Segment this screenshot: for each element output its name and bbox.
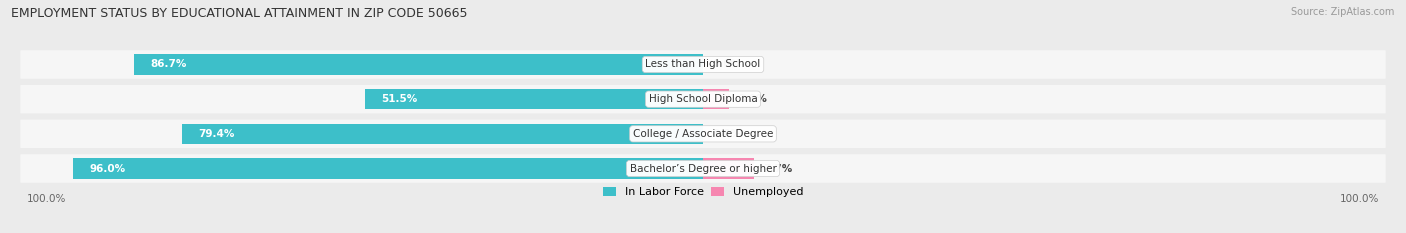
- Text: 0.0%: 0.0%: [713, 129, 742, 139]
- Text: 0.0%: 0.0%: [713, 59, 742, 69]
- FancyBboxPatch shape: [20, 85, 1386, 113]
- Text: 51.5%: 51.5%: [381, 94, 418, 104]
- FancyBboxPatch shape: [20, 50, 1386, 79]
- Text: High School Diploma: High School Diploma: [648, 94, 758, 104]
- Bar: [366, 89, 703, 109]
- Bar: [703, 158, 754, 178]
- Text: 79.4%: 79.4%: [198, 129, 235, 139]
- Bar: [181, 124, 703, 144]
- Text: 86.7%: 86.7%: [150, 59, 187, 69]
- Legend: In Labor Force, Unemployed: In Labor Force, Unemployed: [603, 187, 803, 197]
- Text: 3.9%: 3.9%: [738, 94, 768, 104]
- Bar: [134, 55, 703, 75]
- Text: Source: ZipAtlas.com: Source: ZipAtlas.com: [1291, 7, 1395, 17]
- Bar: [703, 89, 728, 109]
- Text: 7.7%: 7.7%: [763, 164, 793, 174]
- Bar: [73, 158, 703, 178]
- Text: Less than High School: Less than High School: [645, 59, 761, 69]
- Text: 96.0%: 96.0%: [90, 164, 125, 174]
- FancyBboxPatch shape: [20, 154, 1386, 183]
- FancyBboxPatch shape: [20, 120, 1386, 148]
- Text: Bachelor’s Degree or higher: Bachelor’s Degree or higher: [630, 164, 776, 174]
- Text: EMPLOYMENT STATUS BY EDUCATIONAL ATTAINMENT IN ZIP CODE 50665: EMPLOYMENT STATUS BY EDUCATIONAL ATTAINM…: [11, 7, 468, 20]
- Text: College / Associate Degree: College / Associate Degree: [633, 129, 773, 139]
